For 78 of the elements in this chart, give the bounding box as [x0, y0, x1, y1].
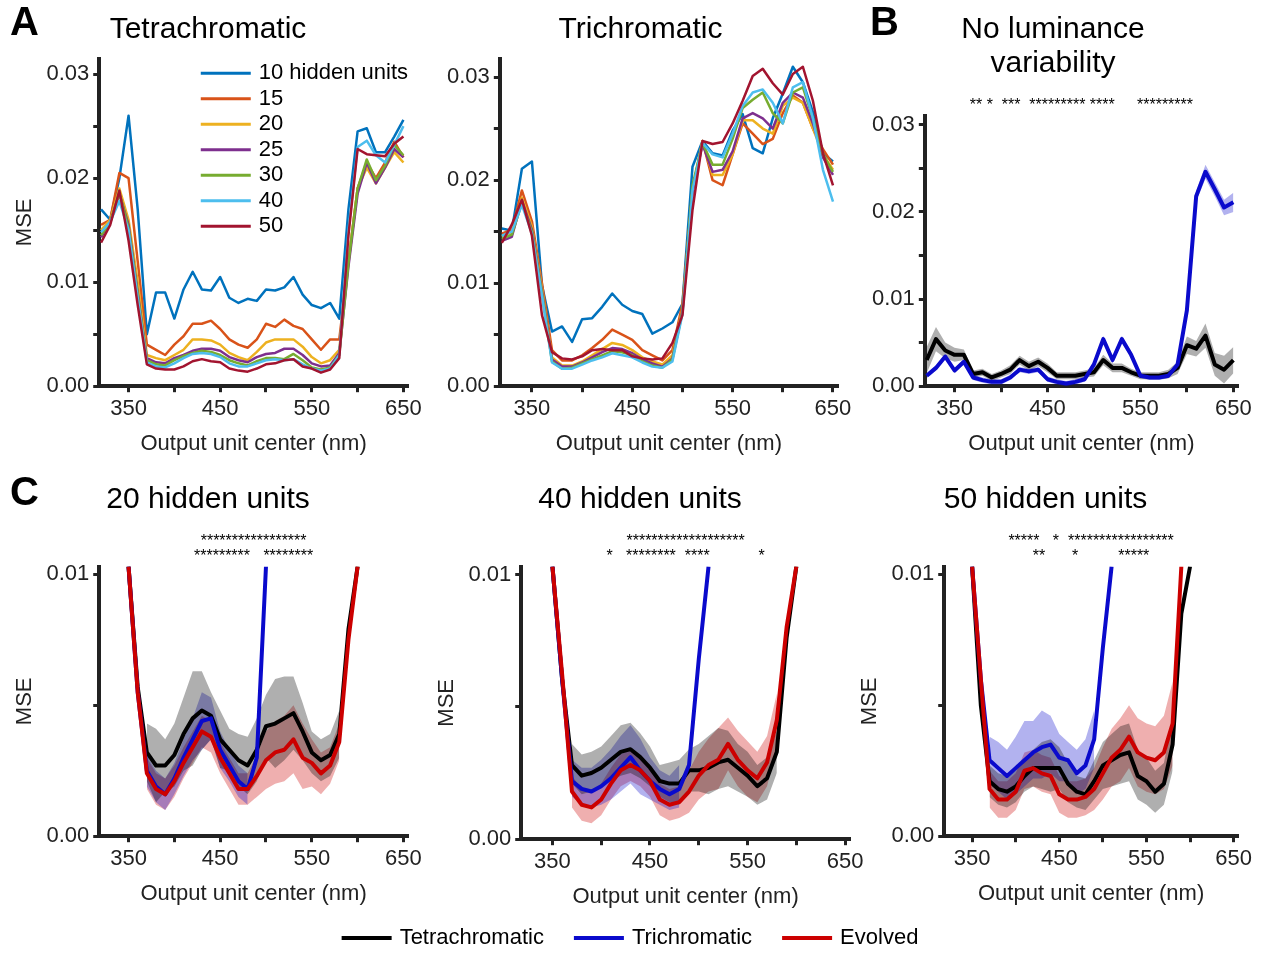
y-axis-title: MSE: [433, 679, 459, 727]
x-tick-label: 450: [1040, 845, 1078, 871]
y-tick-label: 0.00: [46, 822, 90, 848]
text: * ******** **** *: [606, 546, 765, 564]
legend-label: 10 hidden units: [258, 59, 408, 85]
legend-label: 20: [258, 110, 284, 136]
text: ***** * *****************: [1008, 531, 1174, 549]
y-tick-label: 0.01: [468, 560, 512, 586]
y-tick-label: 0.00: [446, 372, 490, 398]
y-tick-label: 0.03: [46, 60, 90, 86]
y-axis-title: MSE: [11, 677, 37, 726]
legend-label: Tetrachromatic: [399, 924, 544, 950]
legend-label: 15: [258, 84, 284, 110]
text: ** * *** ********* **** *********: [969, 96, 1194, 114]
y-tick-label: 0.03: [871, 110, 915, 136]
x-axis-title: Output unit center (nm): [572, 882, 799, 908]
x-tick-label: 450: [201, 845, 239, 871]
text: C: [10, 469, 39, 514]
y-tick-label: 0.01: [891, 560, 935, 586]
x-tick-label: 450: [613, 395, 651, 421]
y-tick-label: 0.00: [46, 372, 90, 398]
text: ** * *****: [1032, 546, 1150, 564]
legend-label: 50: [258, 212, 284, 238]
x-tick-label: 350: [936, 395, 973, 421]
text: ********* ********: [194, 546, 314, 564]
x-tick-label: 450: [1029, 395, 1066, 421]
x-axis-title: Output unit center (nm): [140, 429, 367, 455]
x-axis-title: Output unit center (nm): [555, 429, 783, 455]
x-tick-label: 550: [1128, 845, 1165, 871]
y-tick-label: 0.01: [46, 268, 90, 294]
x-tick-label: 350: [513, 395, 551, 421]
x-tick-label: 550: [293, 395, 331, 421]
legend-label: 30: [258, 161, 284, 187]
text: *****************: [200, 531, 307, 549]
x-axis-title: Output unit center (nm): [140, 879, 367, 905]
x-tick-label: 650: [814, 395, 852, 421]
text: B: [870, 0, 899, 44]
y-tick-label: 0.00: [891, 822, 935, 848]
text: A: [10, 0, 39, 44]
y-axis-title: MSE: [856, 677, 882, 726]
x-tick-label: 650: [385, 845, 422, 871]
x-tick-label: 650: [1215, 845, 1252, 871]
legend-label: Evolved: [840, 924, 919, 950]
chart-title: Trichromatic: [558, 10, 723, 44]
x-tick-label: 650: [385, 395, 422, 421]
x-tick-label: 650: [826, 848, 864, 874]
x-tick-label: 350: [110, 395, 147, 421]
y-tick-label: 0.00: [871, 372, 915, 398]
y-tick-label: 0.01: [46, 560, 90, 586]
y-tick-label: 0.01: [446, 269, 490, 295]
legend-label: Trichromatic: [631, 924, 753, 950]
y-tick-label: 0.02: [871, 197, 915, 223]
x-tick-label: 450: [201, 395, 239, 421]
y-tick-label: 0.02: [446, 166, 490, 192]
x-tick-label: 350: [110, 845, 147, 871]
x-axis-title: Output unit center (nm): [968, 429, 1195, 455]
x-tick-label: 550: [293, 845, 331, 871]
chart-title: Tetrachromatic: [109, 10, 307, 44]
y-tick-label: 0.03: [446, 63, 490, 89]
x-axis-title: Output unit center (nm): [978, 879, 1205, 905]
x-tick-label: 550: [714, 395, 751, 421]
legend-label: 40: [258, 186, 284, 212]
chart-title: No luminance variability: [961, 10, 1145, 79]
x-tick-label: 350: [534, 848, 571, 874]
text: *******************: [626, 531, 745, 549]
legend-label: 25: [258, 135, 284, 161]
x-tick-label: 650: [1214, 395, 1252, 421]
y-tick-label: 0.02: [46, 164, 90, 190]
chart-title: 20 hidden units: [106, 480, 310, 514]
x-tick-label: 350: [953, 845, 991, 871]
y-tick-label: 0.01: [871, 285, 915, 311]
x-tick-label: 550: [1122, 395, 1159, 421]
y-tick-label: 0.00: [468, 825, 512, 851]
x-tick-label: 450: [631, 848, 669, 874]
x-tick-label: 550: [729, 848, 766, 874]
y-axis-title: MSE: [11, 198, 37, 247]
chart-title: 40 hidden units: [538, 480, 742, 514]
chart-title: 50 hidden units: [943, 480, 1148, 514]
